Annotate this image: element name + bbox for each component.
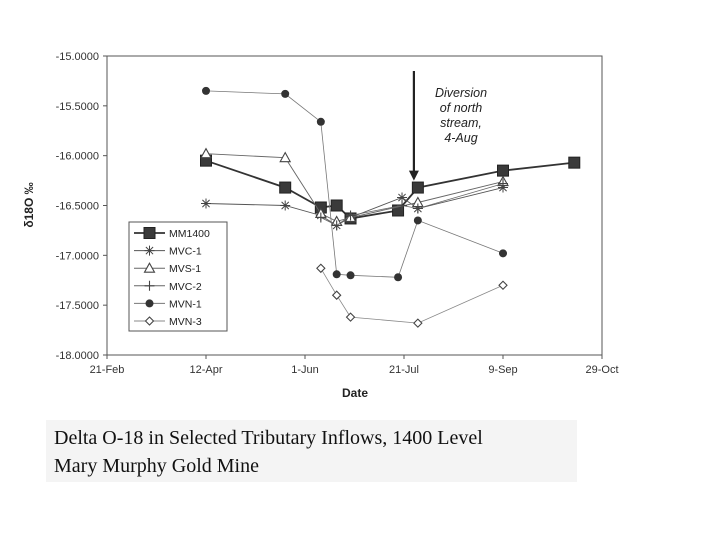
data-point xyxy=(498,178,508,189)
legend-label: MVS-1 xyxy=(169,263,201,275)
legend-label: MVN-1 xyxy=(169,298,202,310)
legend-marker xyxy=(143,227,156,239)
data-point xyxy=(331,220,342,231)
legend-marker xyxy=(145,299,154,308)
legend-label: MVC-1 xyxy=(169,246,202,258)
x-tick-label: 12-Apr xyxy=(189,364,222,376)
data-point xyxy=(345,210,356,221)
x-tick-label: 9-Sep xyxy=(488,364,517,376)
x-tick-label: 21-Jul xyxy=(389,364,419,376)
data-point xyxy=(411,181,424,194)
legend-marker xyxy=(144,316,155,326)
caption-box: Delta O-18 in Selected Tributary Inflows… xyxy=(46,420,577,482)
legend-item: MVS-1 xyxy=(134,262,201,275)
legend-marker xyxy=(144,245,155,256)
annotation-text-line: of north xyxy=(440,101,482,115)
data-point xyxy=(412,203,423,214)
y-tick-label: -18.0000 xyxy=(56,350,99,362)
data-point xyxy=(201,198,211,209)
data-point xyxy=(568,156,581,169)
series-mvn-3 xyxy=(316,263,508,328)
data-point xyxy=(497,164,509,177)
x-axis-title: Date xyxy=(342,386,368,400)
data-point xyxy=(397,192,408,203)
data-point xyxy=(397,200,408,211)
data-point xyxy=(498,280,508,291)
series-mvn-1 xyxy=(202,86,507,282)
data-point xyxy=(200,147,212,159)
annotation-arrow-head xyxy=(408,170,419,181)
series-line xyxy=(320,183,504,226)
data-point xyxy=(279,181,292,194)
x-axis: 21-Feb 12-Apr 1-Jun 21-Jul 9-Sep 29-Oct xyxy=(90,355,619,376)
legend-box xyxy=(128,221,228,332)
data-point xyxy=(332,270,341,279)
legend-item: MVN-1 xyxy=(134,298,202,310)
legend-marker xyxy=(144,280,155,291)
annotation-text-line: Diversion xyxy=(435,86,487,100)
data-point xyxy=(281,89,290,98)
caption-line-1: Delta O-18 in Selected Tributary Inflows… xyxy=(54,427,483,449)
legend-item: MVN-3 xyxy=(134,316,202,328)
y-axis-title: δ18O ‰ xyxy=(22,182,36,227)
legend-item: MVC-1 xyxy=(134,245,202,258)
data-point xyxy=(413,216,422,225)
data-point xyxy=(345,312,356,322)
data-point xyxy=(413,318,423,328)
x-tick-label: 1-Jun xyxy=(291,364,319,376)
y-tick-label: -17.5000 xyxy=(56,300,99,312)
data-point xyxy=(315,212,326,223)
legend-item: MM1400 xyxy=(134,227,210,240)
data-point xyxy=(499,249,507,258)
series-mvc-2 xyxy=(315,178,508,231)
x-tick-label: 21-Feb xyxy=(90,364,125,376)
data-point xyxy=(394,273,403,282)
data-point xyxy=(316,117,325,126)
legend-label: MM1400 xyxy=(169,228,210,240)
y-tick-label: -17.0000 xyxy=(56,250,99,262)
y-axis: -15.0000 -15.5000 -16.0000 -16.5000 -17.0000… xyxy=(56,51,107,362)
series-layer xyxy=(200,86,581,328)
annotation-text-line: stream, xyxy=(440,116,482,130)
legend-marker xyxy=(143,262,156,273)
data-point xyxy=(316,263,326,274)
y-tick-label: -15.5000 xyxy=(56,101,99,113)
data-point xyxy=(331,290,342,300)
data-point xyxy=(279,151,292,163)
y-tick-label: -15.0000 xyxy=(56,51,99,63)
y-tick-label: -16.0000 xyxy=(56,151,99,163)
y-tick-label: -16.5000 xyxy=(56,201,99,213)
x-tick-label: 29-Oct xyxy=(585,364,618,376)
legend: MM1400 MVC-1 MVS-1 MVC-2 MVN-1 MVN-3 xyxy=(128,221,228,332)
annotation-text-line: 4-Aug xyxy=(444,131,477,145)
legend-label: MVN-3 xyxy=(169,316,202,328)
caption-line-2: Mary Murphy Gold Mine xyxy=(54,455,259,477)
data-point xyxy=(330,199,343,212)
legend-item: MVC-2 xyxy=(134,281,202,293)
legend-label: MVC-2 xyxy=(169,281,202,293)
data-point xyxy=(202,86,210,95)
data-point xyxy=(280,200,291,211)
data-point xyxy=(346,271,355,280)
series-line xyxy=(205,90,504,278)
